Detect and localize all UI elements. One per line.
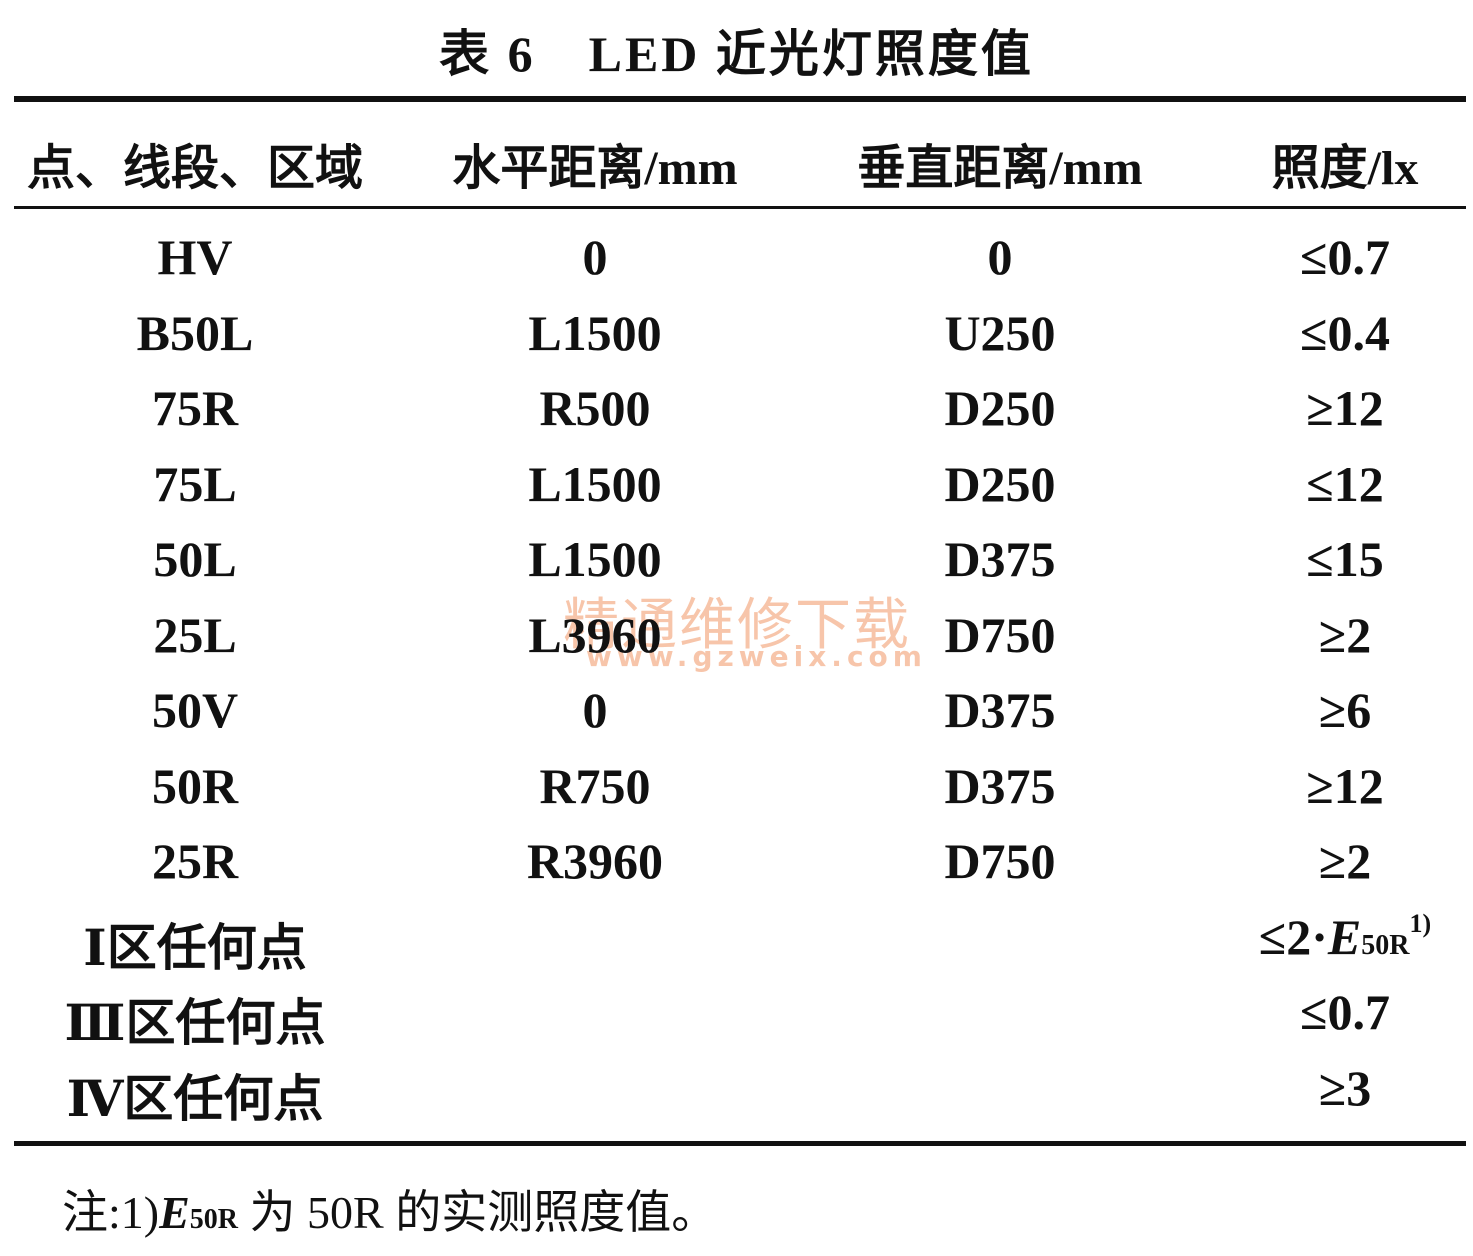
table-cell: L1500 xyxy=(528,531,662,587)
table-cell: 25R xyxy=(151,833,239,889)
table-title: 表 6 LED 近光灯照度值 xyxy=(439,26,1034,82)
cell-symbol: E xyxy=(1327,908,1362,965)
table-cell: U250 xyxy=(944,304,1056,361)
table-cell: 50L xyxy=(153,531,237,587)
table-cell: 50V xyxy=(151,682,239,738)
table-cell: D375 xyxy=(944,757,1056,814)
table-cell: R500 xyxy=(539,380,651,436)
table-cell: R750 xyxy=(539,757,651,814)
table-cell: ≥6 xyxy=(1318,682,1372,738)
note-text: 为 50R 的实测照度值。 xyxy=(238,1187,718,1238)
table-cell: 0 xyxy=(582,682,608,738)
table-cell: ≥12 xyxy=(1306,757,1384,814)
table-cell: ≥2 xyxy=(1318,606,1372,663)
table-cell: ≤2·E50R1) xyxy=(1259,908,1431,966)
table-cell: L3960 xyxy=(528,606,662,663)
watermark: 精通维修下载 xyxy=(563,595,911,657)
table-cell: Ⅰ区任何点 xyxy=(83,919,307,976)
cell-subscript: 50R xyxy=(1361,929,1410,961)
table-cell: 0 xyxy=(987,229,1013,285)
table-cell: L1500 xyxy=(528,455,662,512)
table-cell: D375 xyxy=(944,531,1056,587)
top-rule xyxy=(14,96,1466,102)
table-cell: ≤0.4 xyxy=(1300,304,1390,361)
column-header: 垂直距离/mm xyxy=(857,142,1143,195)
table-cell: 50R xyxy=(151,757,239,814)
table-cell: ≤12 xyxy=(1306,455,1384,512)
table-cell: HV xyxy=(157,229,233,285)
table-cell: Ⅲ区任何点 xyxy=(64,995,326,1051)
note-subscript: 50R xyxy=(189,1204,239,1235)
table-cell: ≤0.7 xyxy=(1300,984,1390,1040)
column-header: 水平距离/mm xyxy=(452,142,738,195)
cell-prefix: ≤2· xyxy=(1258,908,1328,965)
table-cell: D375 xyxy=(944,682,1056,738)
note-prefix: 注:1) xyxy=(62,1187,160,1238)
bottom-rule xyxy=(14,1141,1466,1146)
table-cell: 75L xyxy=(153,455,237,512)
note-symbol: E xyxy=(159,1187,190,1238)
table-cell: D750 xyxy=(944,833,1056,889)
table-cell: D750 xyxy=(944,606,1056,663)
table-cell: 75R xyxy=(151,380,239,436)
table-cell: ≤0.7 xyxy=(1300,229,1390,285)
table-cell: L1500 xyxy=(528,304,662,361)
table-cell: 25L xyxy=(153,606,237,663)
watermark-url: www.gzweix.com xyxy=(586,640,927,673)
header-rule xyxy=(14,206,1466,209)
cell-footnote-ref: 1) xyxy=(1409,908,1432,938)
table-cell: 0 xyxy=(582,229,608,285)
table-cell: ≤15 xyxy=(1306,531,1384,587)
footnote: 注:1)E50R 为 50R 的实测照度值。 xyxy=(62,1176,717,1242)
table-cell: R3960 xyxy=(526,833,664,889)
table-cell: D250 xyxy=(944,380,1056,436)
table-cell: ≥2 xyxy=(1318,833,1372,889)
table-cell: ≥3 xyxy=(1318,1059,1372,1116)
table-cell: ≥12 xyxy=(1306,380,1384,436)
table-cell: D250 xyxy=(944,455,1056,512)
column-header: 点、线段、区域 xyxy=(26,142,364,195)
table-cell: B50L xyxy=(136,304,254,361)
table-cell: Ⅳ区任何点 xyxy=(66,1070,324,1127)
column-header: 照度/lx xyxy=(1271,142,1419,195)
